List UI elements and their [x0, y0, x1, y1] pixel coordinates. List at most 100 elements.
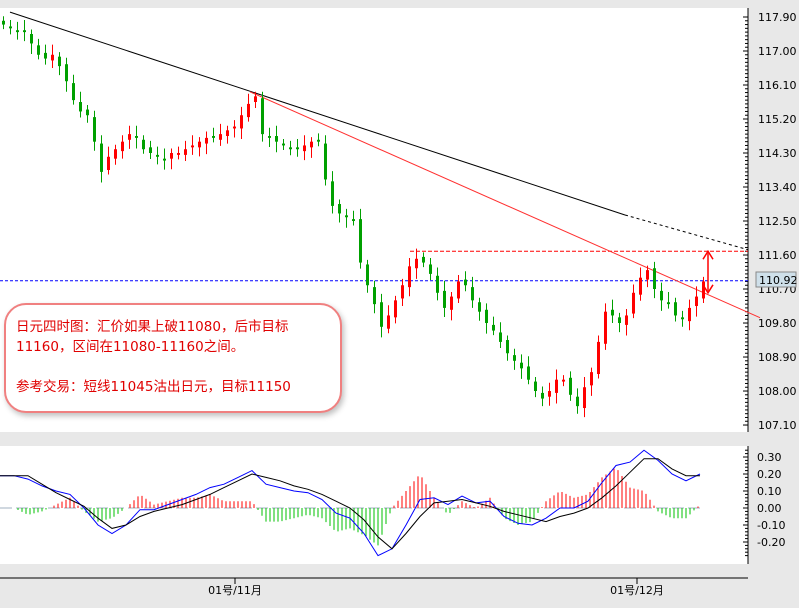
price-tick-label: 116.10: [758, 79, 797, 92]
candle-body: [72, 83, 75, 101]
candle-body: [37, 45, 40, 55]
candle: [618, 312, 621, 333]
red-trendline: [249, 91, 761, 319]
candle-body: [387, 315, 390, 329]
candle-body: [695, 296, 698, 307]
candle-body: [646, 270, 649, 280]
candle: [303, 135, 306, 161]
candle: [51, 44, 54, 69]
candle-body: [401, 285, 404, 299]
candle-body: [310, 141, 313, 148]
candle-body: [135, 136, 138, 138]
candle-body: [618, 317, 621, 324]
analysis-note: 日元四时图：汇价如果上破11080，后市目标 11160，区间在11080-11…: [4, 303, 342, 413]
candle-body: [198, 141, 201, 148]
candle-body: [58, 56, 61, 67]
candle: [72, 74, 75, 105]
candle: [492, 316, 495, 336]
candle: [639, 267, 642, 301]
candle-body: [639, 277, 642, 295]
candle: [576, 388, 579, 414]
candle-body: [219, 134, 222, 140]
candle: [660, 282, 663, 311]
candle-body: [436, 275, 439, 293]
macd-panel: [0, 446, 748, 564]
candle: [107, 146, 110, 175]
candle: [93, 110, 96, 151]
candle-body: [590, 372, 593, 386]
x-tick-label: 01号/11月: [208, 584, 262, 597]
candle: [485, 303, 488, 334]
candle-body: [247, 103, 250, 118]
candle: [30, 29, 33, 55]
macd-tick-label: 0.20: [757, 468, 782, 481]
candle: [555, 369, 558, 404]
macd-dea-line: [0, 458, 700, 550]
macd-tick-label: 0.00: [757, 502, 782, 515]
candle: [86, 105, 89, 123]
candle: [653, 261, 656, 299]
candle-body: [681, 317, 684, 320]
macd-tick-label: -0.10: [757, 519, 785, 532]
price-tick-label: 113.40: [758, 181, 797, 194]
candle: [604, 303, 607, 350]
candle: [142, 135, 145, 154]
candle: [387, 305, 390, 334]
candle-body: [674, 302, 677, 316]
candle: [527, 356, 530, 385]
candle: [233, 120, 236, 138]
candle-body: [583, 387, 586, 409]
candle-body: [632, 292, 635, 314]
candle-body: [415, 258, 418, 269]
candle-body: [282, 143, 285, 146]
candle: [352, 210, 355, 226]
candle: [275, 125, 278, 153]
candle: [65, 57, 68, 92]
candle-body: [478, 302, 481, 312]
price-tick-label: 108.90: [758, 351, 797, 364]
candle: [261, 91, 264, 142]
candle: [310, 137, 313, 158]
candle-body: [485, 309, 488, 324]
candle: [163, 148, 166, 170]
candle: [100, 135, 103, 183]
candle-body: [604, 311, 607, 344]
candle: [548, 382, 551, 406]
candle-body: [331, 181, 334, 206]
candle-body: [296, 147, 299, 150]
candle-body: [352, 219, 355, 222]
current-price-tag: 110.92: [755, 271, 798, 288]
candle: [149, 140, 152, 160]
candle: [590, 367, 593, 396]
candle-body: [9, 26, 12, 29]
candle-body: [457, 281, 460, 299]
candle-body: [394, 300, 397, 318]
black-trendline: [9, 11, 626, 216]
price-tick-label: 117.90: [758, 11, 797, 24]
candle: [415, 248, 418, 279]
candle: [37, 38, 40, 60]
candle-body: [142, 139, 145, 150]
candle: [205, 131, 208, 155]
candle-body: [184, 149, 187, 155]
candle: [2, 16, 5, 30]
candle-body: [324, 143, 327, 180]
candle-body: [2, 20, 5, 25]
candle: [457, 275, 460, 303]
candle-body: [373, 287, 376, 305]
candle: [240, 106, 243, 140]
candle: [408, 258, 411, 297]
candle: [450, 292, 453, 321]
candle-body: [233, 126, 236, 129]
candle-body: [653, 268, 656, 290]
candle: [359, 208, 362, 269]
candle: [681, 310, 684, 327]
candle-body: [597, 341, 600, 375]
candle: [156, 146, 159, 165]
candle: [366, 259, 369, 293]
candle-body: [156, 154, 159, 157]
candle: [611, 299, 614, 324]
candle: [562, 375, 565, 387]
candle-body: [520, 362, 523, 369]
candle: [254, 91, 257, 109]
